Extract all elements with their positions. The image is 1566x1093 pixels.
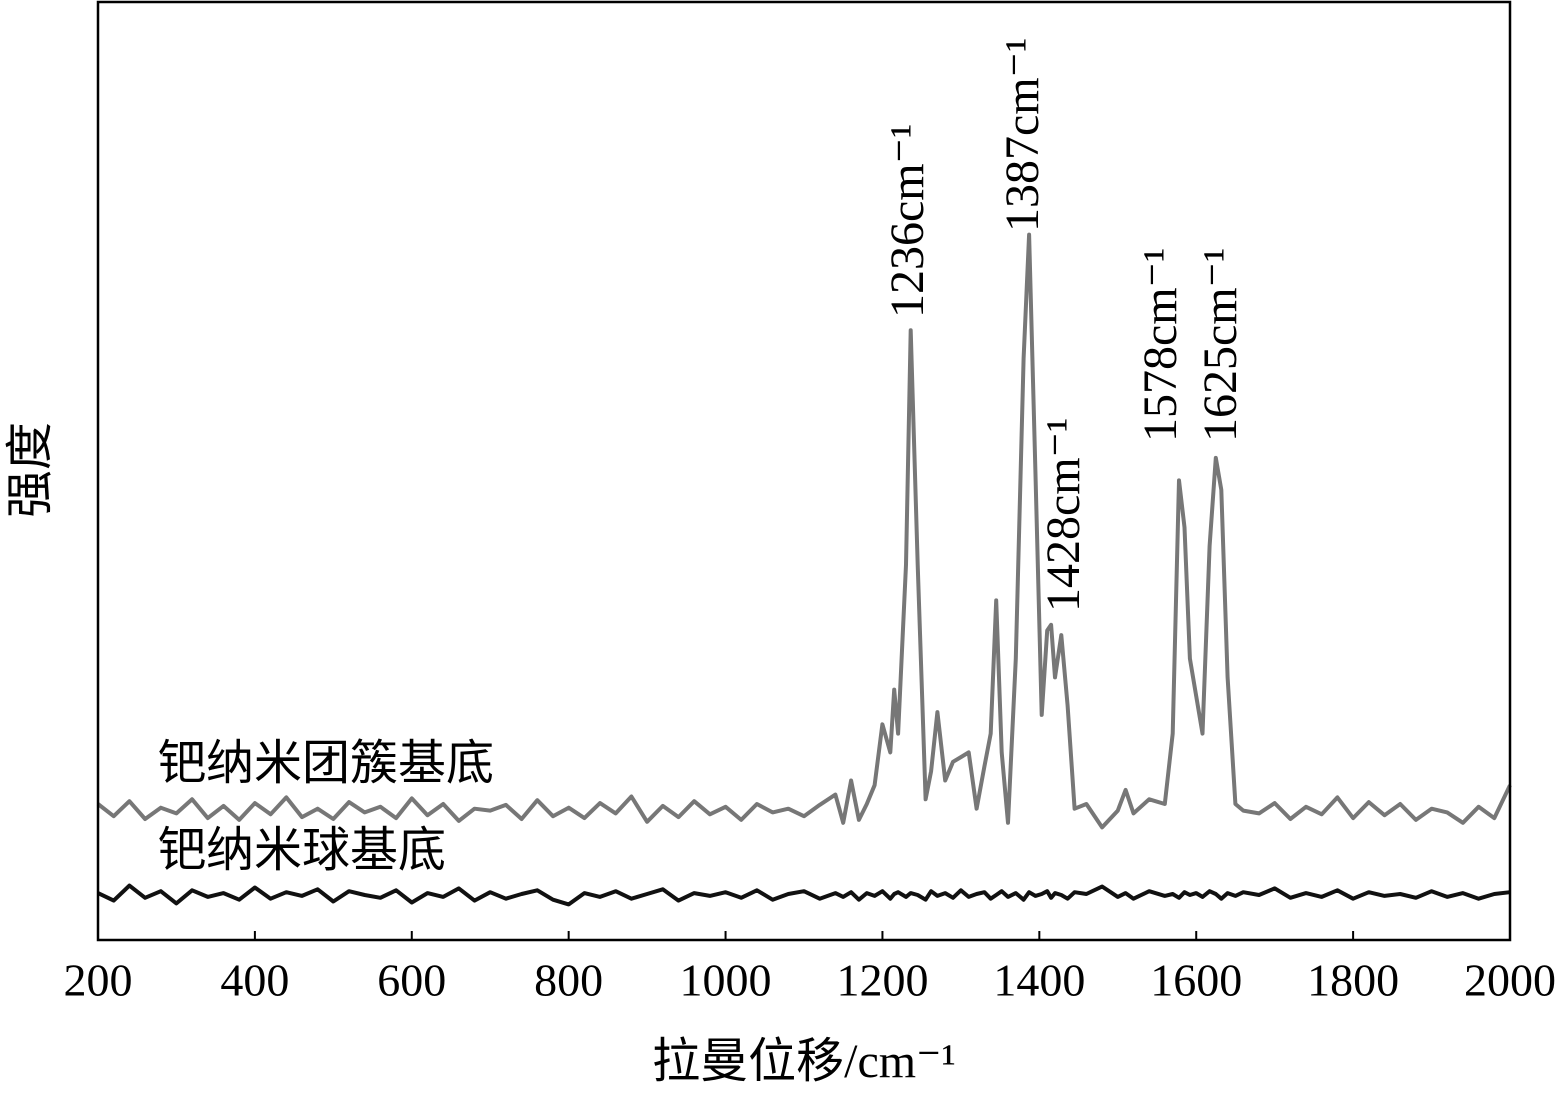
x-tick-label: 400 [220,955,289,1006]
peak-annotation: 1625cm⁻¹ [1194,248,1247,442]
x-tick-label: 1600 [1150,955,1242,1006]
x-axis-label: 拉曼位移/cm⁻¹ [652,1035,956,1088]
series-label: 钯纳米球基底 [158,824,446,877]
x-tick-label: 800 [534,955,603,1006]
peak-annotation: 1387cm⁻¹ [996,38,1049,232]
x-tick-label: 600 [377,955,446,1006]
plot-frame [96,0,1512,942]
x-tick-label: 1400 [993,955,1085,1006]
spectrum-line [97,883,1511,907]
peak-annotation: 1236cm⁻¹ [881,124,934,318]
x-tick-label: 2000 [1464,955,1556,1006]
x-tick-label: 1800 [1307,955,1399,1006]
peak-annotation: 1428cm⁻¹ [1037,418,1090,612]
peak-annotation: 1578cm⁻¹ [1134,248,1187,442]
x-tick-label: 1000 [680,955,772,1006]
x-tick-label: 1200 [836,955,928,1006]
x-tick-label: 200 [64,955,133,1006]
series-label: 钯纳米团簇基底 [158,737,494,790]
spectrum-line [96,232,1512,830]
y-axis-label: 强度 [4,422,57,518]
